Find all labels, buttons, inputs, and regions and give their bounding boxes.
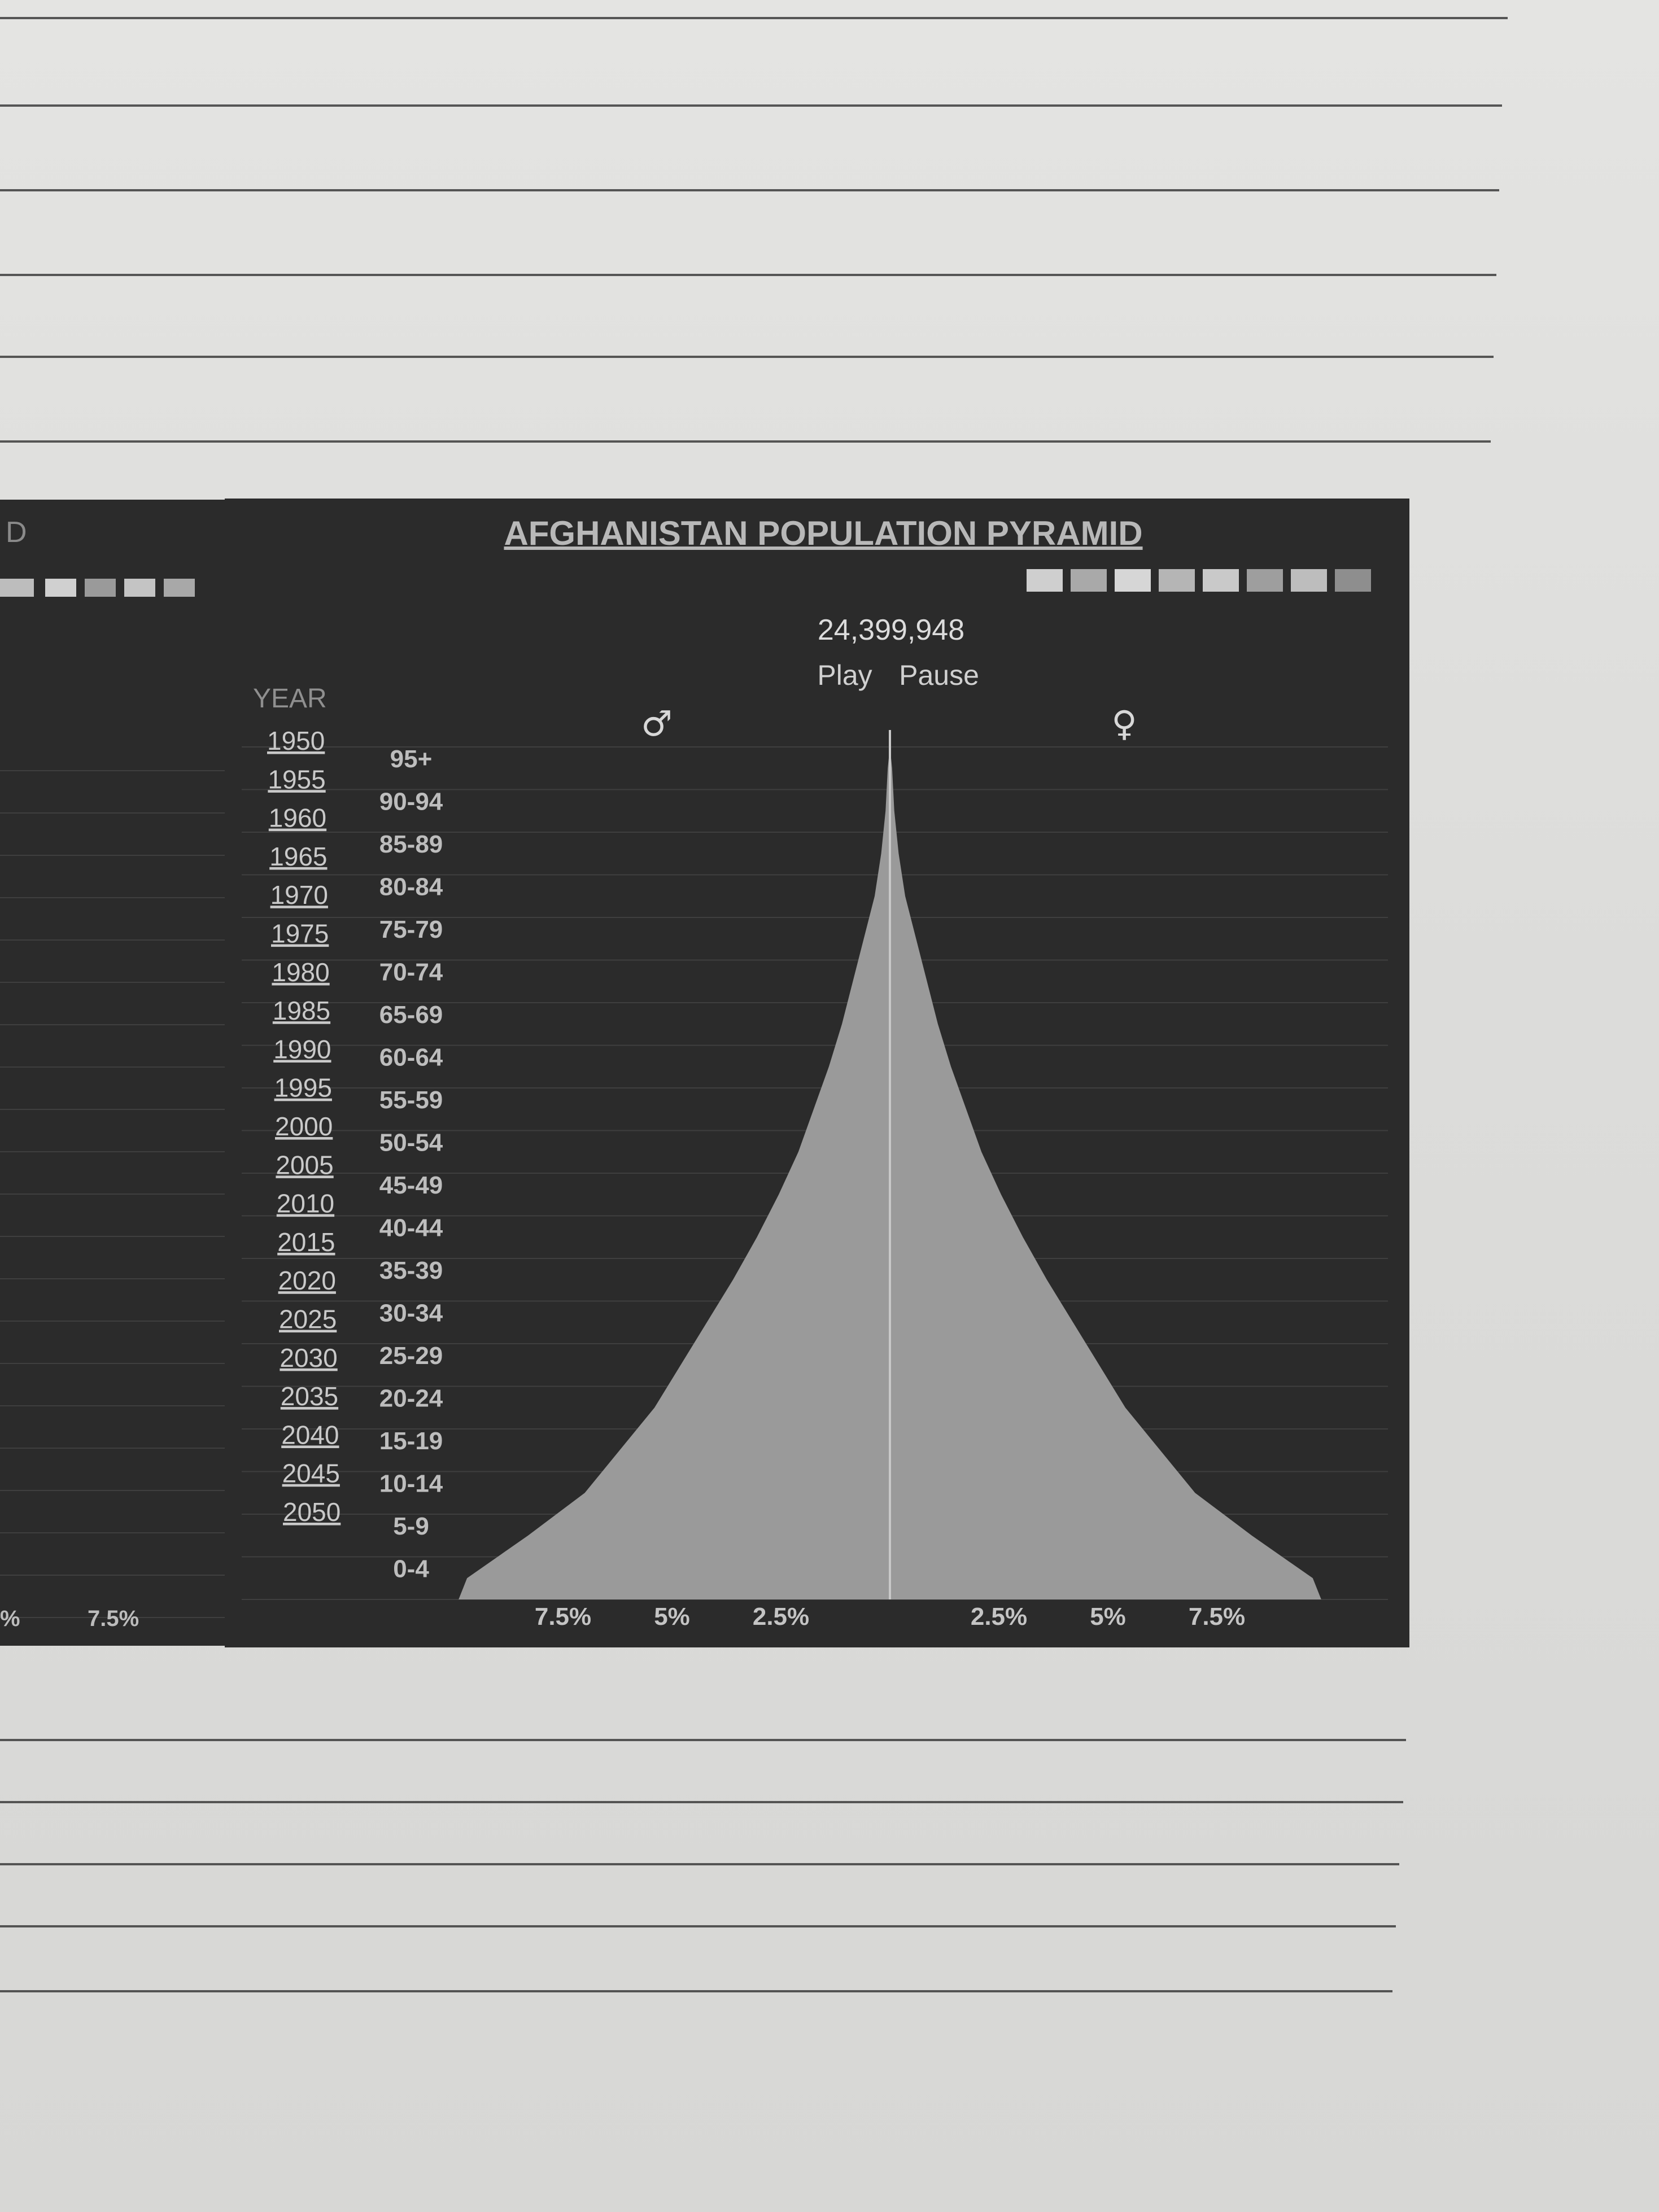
x-tick-label: 7.5% [1189,1603,1245,1630]
year-link-1955[interactable]: 1955 [268,764,325,794]
age-group-label: 75-79 [379,916,443,943]
year-link-1980[interactable]: 1980 [272,958,329,987]
population-pyramid-panel: AFGHANISTAN POPULATION PYRAMID 24,399,94… [225,499,1409,1647]
year-link-2040[interactable]: 2040 [281,1420,339,1449]
country-flag-icon[interactable] [1115,569,1151,592]
country-flag-icon[interactable] [1291,569,1327,592]
male-symbol-icon: ♂ [641,703,673,744]
country-flag-icon[interactable] [1159,569,1195,592]
country-flag-icon[interactable] [1247,569,1283,592]
year-link-2000[interactable]: 2000 [275,1112,333,1141]
left-panel-svg: D % 7.5% [0,516,234,1631]
year-link-1950[interactable]: 1950 [267,726,325,755]
left-pyramid-panel-partial: D % 7.5% [0,500,234,1646]
page-rule-line [0,1925,1396,1927]
age-group-label: 40-44 [379,1214,443,1242]
age-group-labels: 95+ 90-94 85-89 80-84 75-79 70-74 65-69 60-64 55… [379,745,443,1583]
year-link-1975[interactable]: 1975 [271,919,329,948]
page-rule-line [0,1990,1392,1992]
year-link-2035[interactable]: 2035 [281,1382,338,1411]
age-group-label: 0-4 [393,1555,429,1583]
total-population-readout: 24,399,948 [818,614,964,646]
left-panel-x-tick-label: 7.5% [88,1606,139,1631]
left-panel-x-tick-label: % [0,1606,20,1631]
x-tick-label: 2.5% [971,1603,1027,1630]
country-flag-icon[interactable] [1027,569,1063,592]
x-axis-tick-labels: 7.5% 5% 2.5% 2.5% 5% 7.5% [535,1603,1245,1630]
x-tick-label: 2.5% [753,1603,809,1630]
country-flag-icon[interactable] [1203,569,1239,592]
year-link-1970[interactable]: 1970 [270,880,328,910]
country-flag-icon[interactable] [1071,569,1107,592]
flag-icon[interactable] [45,579,76,597]
year-link-1965[interactable]: 1965 [269,842,327,871]
age-group-label: 65-69 [379,1001,443,1029]
age-group-label: 95+ [390,745,433,773]
x-tick-label: 5% [1090,1603,1126,1630]
year-link-2015[interactable]: 2015 [277,1227,335,1257]
country-flags [1027,569,1371,592]
page-rule-line [0,356,1494,358]
chart-title: AFGHANISTAN POPULATION PYRAMID [504,514,1142,552]
year-link-2020[interactable]: 2020 [278,1266,336,1295]
age-group-label: 10-14 [379,1470,443,1498]
year-link-1995[interactable]: 1995 [274,1073,332,1103]
left-panel-title-fragment: D [6,516,27,549]
page-rule-line [0,17,1508,19]
pause-button[interactable]: Pause [899,659,979,691]
year-link-2030[interactable]: 2030 [280,1343,337,1372]
age-group-label: 85-89 [379,830,443,858]
flag-icon[interactable] [0,579,34,597]
year-link-1960[interactable]: 1960 [269,803,326,833]
country-flag-icon[interactable] [1335,569,1371,592]
year-link-2010[interactable]: 2010 [277,1189,334,1218]
year-link-2050[interactable]: 2050 [283,1497,340,1527]
flag-icon[interactable] [85,579,116,597]
year-link-2005[interactable]: 2005 [276,1150,333,1179]
age-group-label: 30-34 [379,1300,443,1327]
flag-icon[interactable] [164,579,195,597]
page-rule-line [0,104,1502,107]
page-rule-line [0,1863,1399,1865]
year-link-1985[interactable]: 1985 [273,996,330,1025]
age-group-label: 15-19 [379,1427,443,1455]
age-group-label: 70-74 [379,959,443,986]
age-group-label: 60-64 [379,1044,443,1072]
x-tick-label: 5% [654,1603,690,1630]
page-rule-line [0,440,1491,443]
age-group-label: 50-54 [379,1129,443,1157]
age-group-label: 5-9 [393,1512,429,1540]
year-link-2045[interactable]: 2045 [282,1459,340,1488]
page-rule-line [0,189,1499,191]
female-population-area [890,747,1321,1599]
age-group-label: 90-94 [379,788,443,816]
age-group-label: 25-29 [379,1342,443,1370]
male-population-area [459,747,890,1599]
age-group-label: 45-49 [379,1171,443,1199]
play-button[interactable]: Play [817,659,872,691]
year-link-1990[interactable]: 1990 [273,1034,331,1064]
year-selector-list: 1950 1955 1960 1965 1970 1975 1980 1985 1990 1995… [267,726,340,1527]
page-rule-line [0,1739,1406,1741]
x-tick-label: 7.5% [535,1603,591,1630]
female-symbol-icon: ♀ [1111,703,1137,744]
year-link-2025[interactable]: 2025 [279,1305,337,1334]
flag-icon[interactable] [124,579,155,597]
age-group-label: 55-59 [379,1086,443,1114]
age-group-label: 20-24 [379,1385,443,1413]
page-rule-line [0,274,1496,276]
year-column-header: YEAR [253,684,327,714]
age-group-label: 80-84 [379,873,443,901]
age-group-label: 35-39 [379,1257,443,1284]
page-rule-line [0,1801,1403,1803]
population-pyramid-chart: AFGHANISTAN POPULATION PYRAMID 24,399,94… [242,514,1388,1630]
